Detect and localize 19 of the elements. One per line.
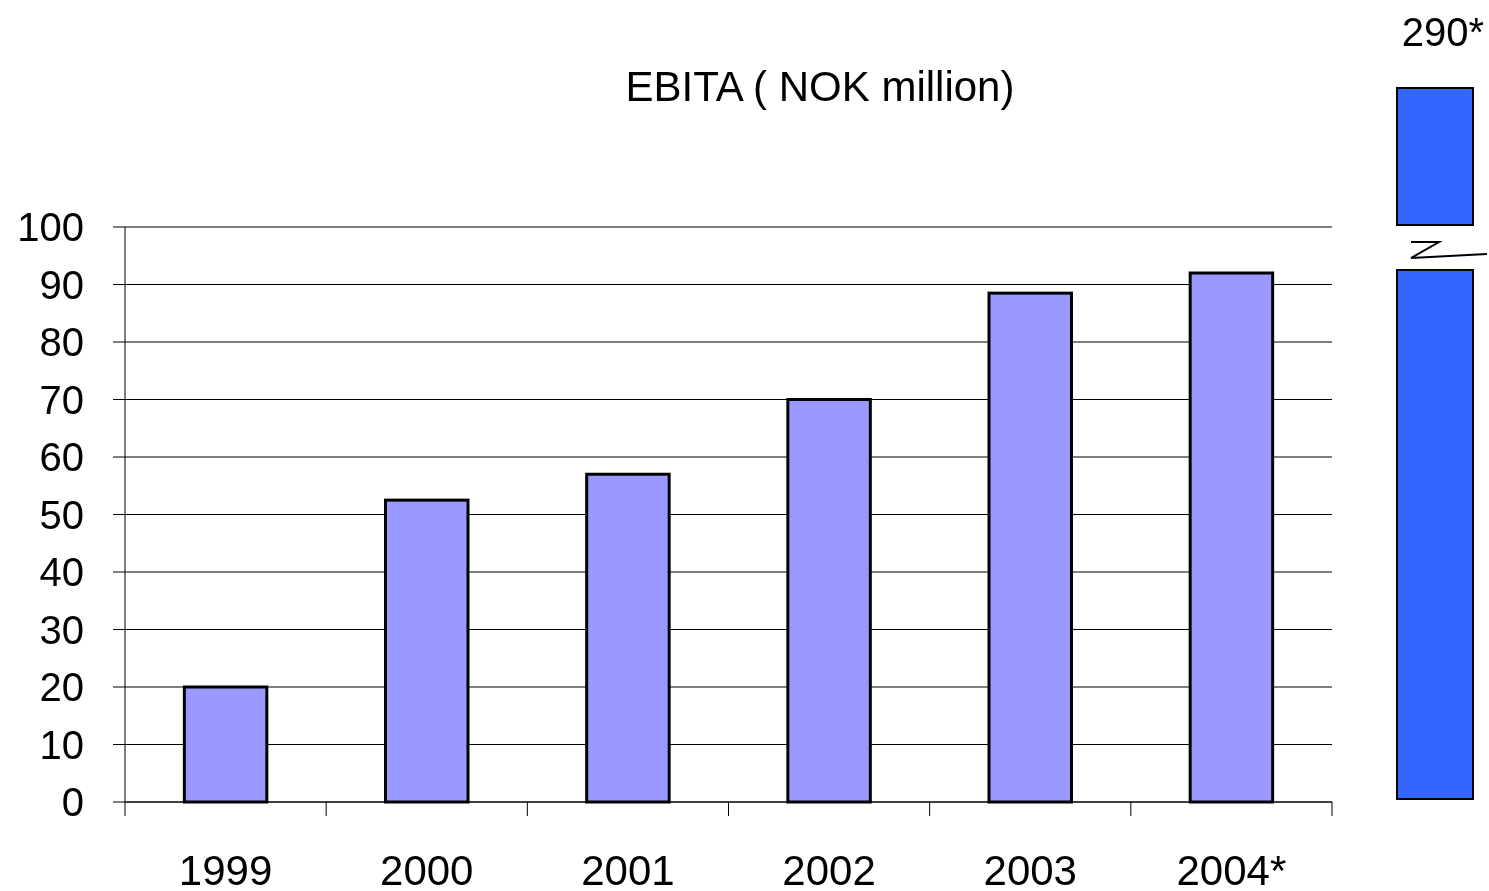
y-tick-label: 70 (39, 377, 84, 422)
y-tick-label: 20 (39, 665, 84, 709)
y-tick-label: 60 (39, 435, 84, 479)
y-tick-label: 40 (39, 550, 84, 594)
x-tick-label: 2004* (1176, 847, 1287, 891)
x-tick-label: 2000 (380, 847, 474, 891)
y-tick-label: 50 (39, 492, 84, 537)
y-tick-label: 100 (17, 205, 84, 249)
text: 290* (1401, 10, 1485, 54)
x-tick-label: 2003 (983, 847, 1077, 891)
y-tick-label: 10 (39, 722, 84, 767)
y-tick-label: 90 (39, 262, 84, 307)
x-tick-label: 2002 (782, 847, 876, 891)
y-tick-label: 80 (39, 320, 84, 364)
x-tick-label: 2001 (581, 847, 675, 891)
y-tick-label: 30 (39, 607, 84, 652)
y-tick-label: 0 (61, 780, 84, 824)
chart-title: EBITA ( NOK million) (625, 63, 1015, 110)
x-tick-label: 1999 (178, 847, 273, 891)
